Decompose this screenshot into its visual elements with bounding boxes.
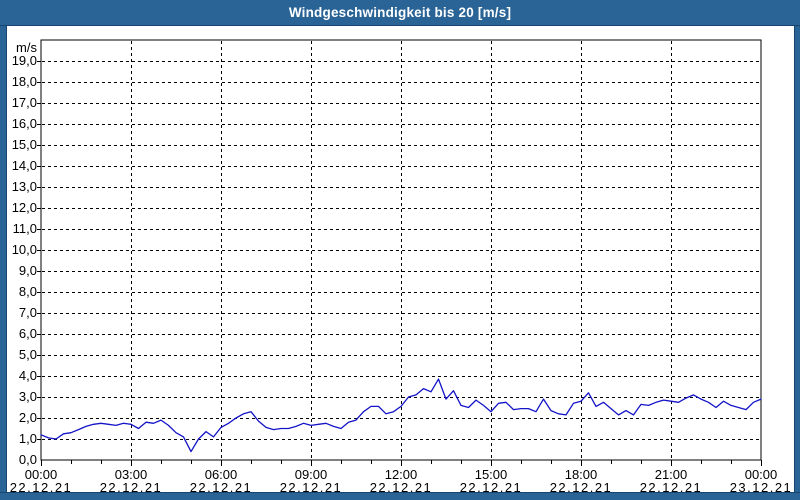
y-tick-label: 2,0	[19, 410, 37, 425]
x-tick-date-label: 22.12.21	[10, 480, 73, 495]
y-tick-label: 10,0	[12, 242, 37, 257]
gridlines	[42, 41, 761, 460]
y-tick-label: 7,0	[19, 305, 37, 320]
x-tick-time-label: 06:00	[205, 467, 238, 482]
x-tick-time-label: 18:00	[565, 467, 598, 482]
y-tick-label: 9,0	[19, 263, 37, 278]
x-tick-date-label: 22.12.21	[370, 480, 433, 495]
x-tick-date-label: 22.12.21	[550, 480, 613, 495]
x-tick-time-label: 12:00	[385, 467, 418, 482]
x-tick-date-label: 22.12.21	[190, 480, 253, 495]
y-tick-label: 16,0	[12, 116, 37, 131]
y-tick-label: 1,0	[19, 431, 37, 446]
y-tick-label: 18,0	[12, 74, 37, 89]
y-tick-label: 14,0	[12, 158, 37, 173]
x-tick-time-label: 21:00	[655, 467, 688, 482]
y-tick-label: 6,0	[19, 326, 37, 341]
y-tick-label: 3,0	[19, 389, 37, 404]
window-frame-bottom	[0, 492, 800, 500]
y-tick-label: 5,0	[19, 347, 37, 362]
y-tick-label: 17,0	[12, 95, 37, 110]
y-tick-label: 19,0	[12, 53, 37, 68]
y-axis-labels: 0,0 1,0 2,0 3,0 4,0 5,0 6,0 7,0 8,0 9,0 10,0 11,0 12…	[12, 53, 37, 467]
x-axis-labels: 00:0022.12.2103:0022.12.2106:0022.12.210…	[10, 467, 793, 495]
x-tick-time-label: 15:00	[475, 467, 508, 482]
window-title: Windgeschwindigkeit bis 20 [m/s]	[288, 5, 512, 20]
axis-ticks	[37, 61, 762, 466]
y-tick-label: 13,0	[12, 179, 37, 194]
window-title-bar: Windgeschwindigkeit bis 20 [m/s]	[0, 0, 800, 26]
window-frame-left	[0, 26, 7, 500]
x-tick-date-label: 23.12.21	[730, 480, 793, 495]
window-frame-right	[794, 26, 800, 500]
x-tick-time-label: 00:00	[25, 467, 58, 482]
y-tick-label: 4,0	[19, 368, 37, 383]
y-tick-label: 12,0	[12, 200, 37, 215]
x-tick-date-label: 22.12.21	[640, 480, 703, 495]
y-tick-label: 8,0	[19, 284, 37, 299]
x-tick-date-label: 22.12.21	[100, 480, 163, 495]
x-tick-time-label: 09:00	[295, 467, 328, 482]
y-tick-label: 0,0	[19, 452, 37, 467]
x-tick-date-label: 22.12.21	[280, 480, 343, 495]
y-axis-unit-label: m/s	[16, 40, 37, 55]
x-tick-time-label: 03:00	[115, 467, 148, 482]
wind-speed-line	[40, 378, 762, 453]
x-tick-time-label: 00:00	[745, 467, 778, 482]
y-tick-label: 15,0	[12, 137, 37, 152]
y-tick-label: 11,0	[13, 221, 37, 236]
x-tick-date-label: 22.12.21	[460, 480, 523, 495]
